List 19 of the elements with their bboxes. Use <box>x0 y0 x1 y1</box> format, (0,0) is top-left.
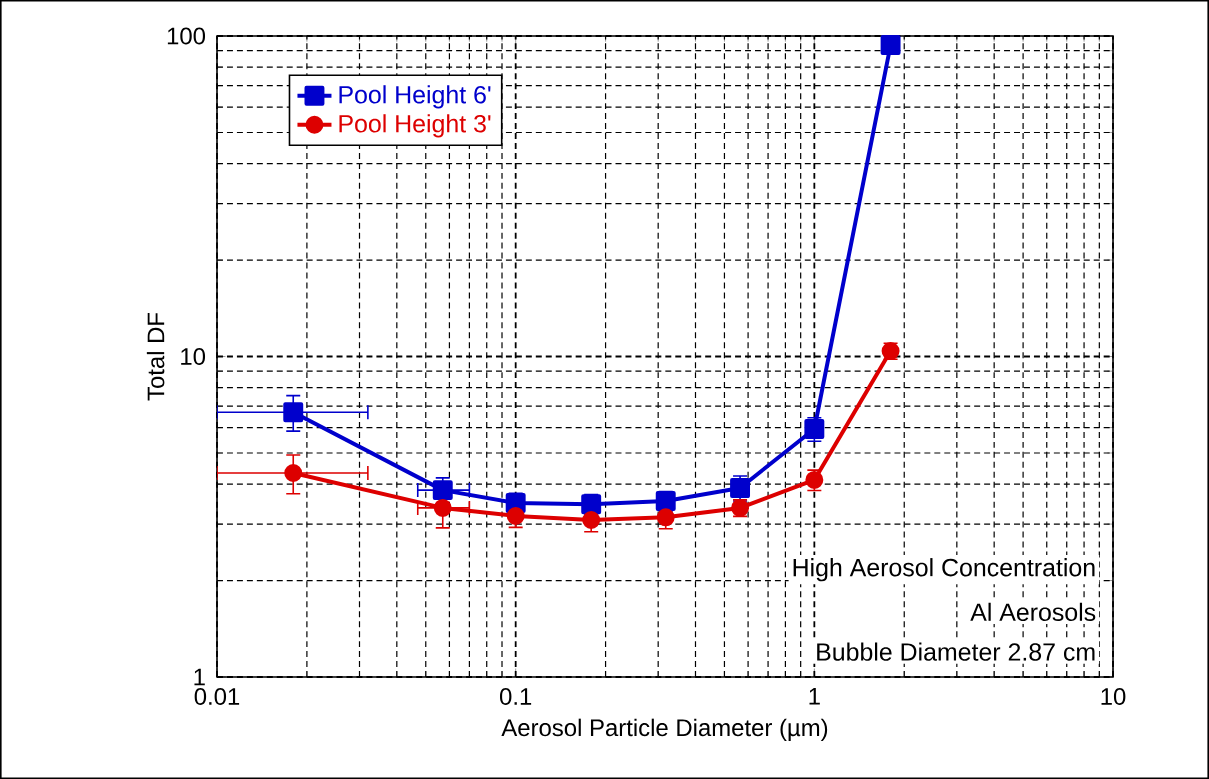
y-tick-label: 100 <box>167 27 206 45</box>
annotation: Bubble Diameter 2.87 cm <box>817 642 1095 661</box>
legend-label: Pool Height 6' <box>339 85 491 109</box>
x-tick-label: 1 <box>809 688 820 705</box>
x-tick-label: 10 <box>1101 688 1126 705</box>
x-axis-title: Aerosol Particle Diameter (µm) <box>501 718 828 741</box>
legend-label: Pool Height 3' <box>339 114 491 138</box>
x-tick-label: 0.1 <box>499 688 532 705</box>
point <box>506 507 525 525</box>
point <box>730 477 751 498</box>
x-tick-label: 0.01 <box>194 688 240 705</box>
annotation: High Aerosol Concentration <box>793 558 1095 582</box>
y-axis-title: Total DF <box>146 312 165 401</box>
y-tick-label: 10 <box>181 348 206 365</box>
point <box>880 35 901 56</box>
point <box>582 511 601 529</box>
point <box>433 498 452 517</box>
annotation: Al Aerosols <box>970 602 1096 622</box>
y-tick-label: 1 <box>194 668 205 686</box>
